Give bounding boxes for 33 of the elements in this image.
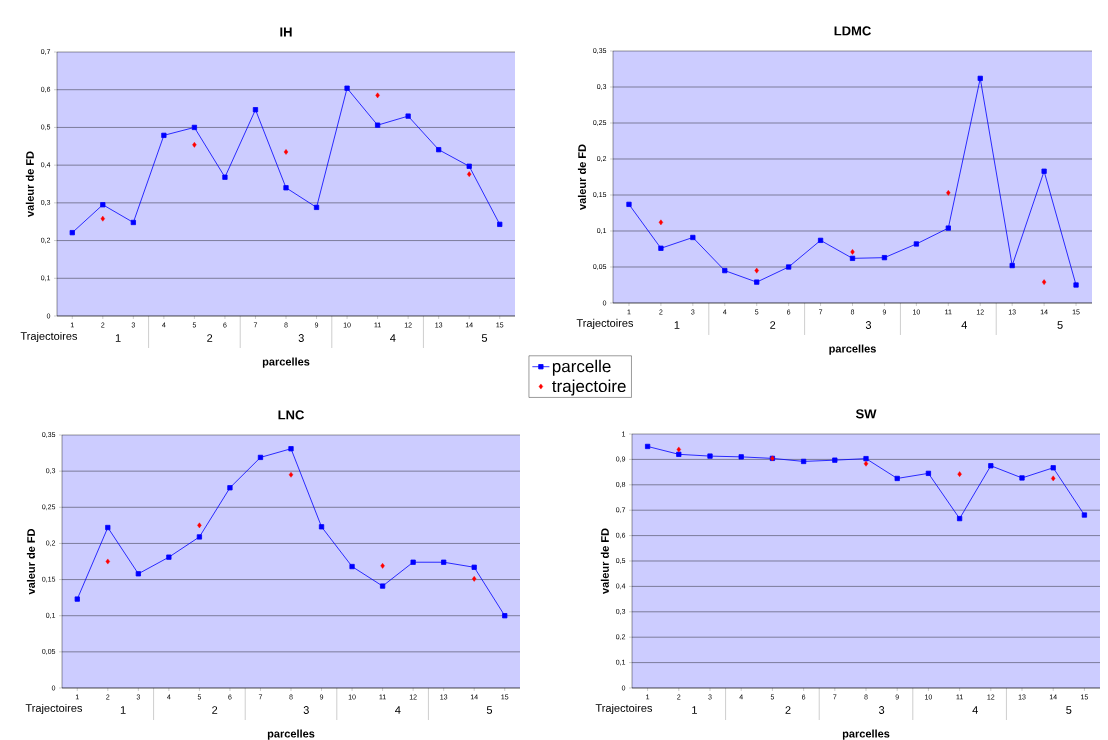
text: Trajectoires [20, 331, 78, 343]
text: 3 [878, 706, 885, 714]
text: 1 [692, 706, 697, 714]
text: Trajectoires [25, 703, 83, 715]
y-axis-title: valeur de FD [26, 528, 35, 595]
text: 4 [390, 334, 396, 342]
y-axis-title: valeur de FD [577, 144, 586, 210]
text: 5 [1066, 706, 1072, 714]
text: 2 [785, 706, 791, 714]
chart-title: SW [855, 409, 877, 419]
x-axis-title: parcelles [842, 729, 890, 740]
text: 4 [972, 706, 978, 714]
chart-title: LDMC [834, 26, 871, 36]
text: 1 [120, 706, 126, 714]
chart-title: IH [280, 27, 292, 37]
x-axis-title: parcelles [267, 729, 315, 740]
text: Trajectoires [576, 318, 634, 330]
text: Trajectoires [595, 703, 653, 715]
chart-title: LNC [278, 410, 305, 420]
y-axis-title: valeur de FD [25, 151, 34, 217]
text: 5 [481, 334, 488, 342]
x-axis-title: parcelles [829, 344, 876, 355]
text: 5 [486, 706, 493, 714]
text: 2 [207, 334, 213, 342]
text: 3 [303, 706, 309, 714]
text: 1 [115, 334, 121, 342]
x-axis-title: parcelles [262, 357, 310, 368]
text: 4 [395, 706, 401, 714]
text: 2 [212, 706, 218, 714]
y-axis-title: valeur de FD [600, 528, 609, 594]
legend-label: parcelle [552, 359, 611, 376]
text: 3 [298, 334, 304, 342]
legend-label: trajectoire [552, 379, 626, 396]
